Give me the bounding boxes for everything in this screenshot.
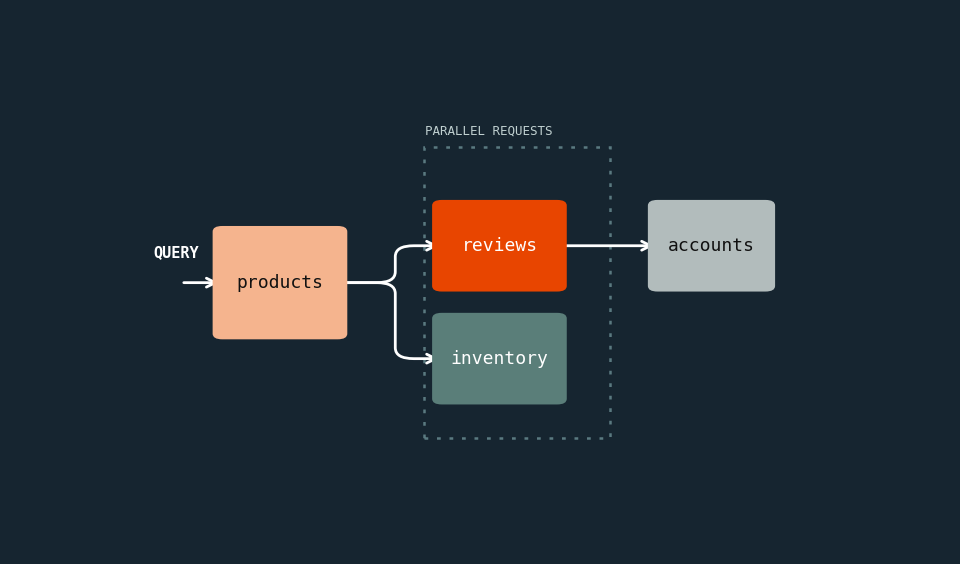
Text: products: products [236, 274, 324, 292]
Text: accounts: accounts [668, 237, 755, 255]
FancyBboxPatch shape [648, 200, 775, 292]
FancyBboxPatch shape [432, 200, 566, 292]
Text: QUERY: QUERY [154, 245, 199, 260]
FancyBboxPatch shape [432, 313, 566, 404]
Text: inventory: inventory [450, 350, 548, 368]
FancyBboxPatch shape [212, 226, 348, 340]
Text: PARALLEL REQUESTS: PARALLEL REQUESTS [425, 124, 553, 137]
Text: reviews: reviews [462, 237, 538, 255]
Bar [423, 147, 610, 438]
